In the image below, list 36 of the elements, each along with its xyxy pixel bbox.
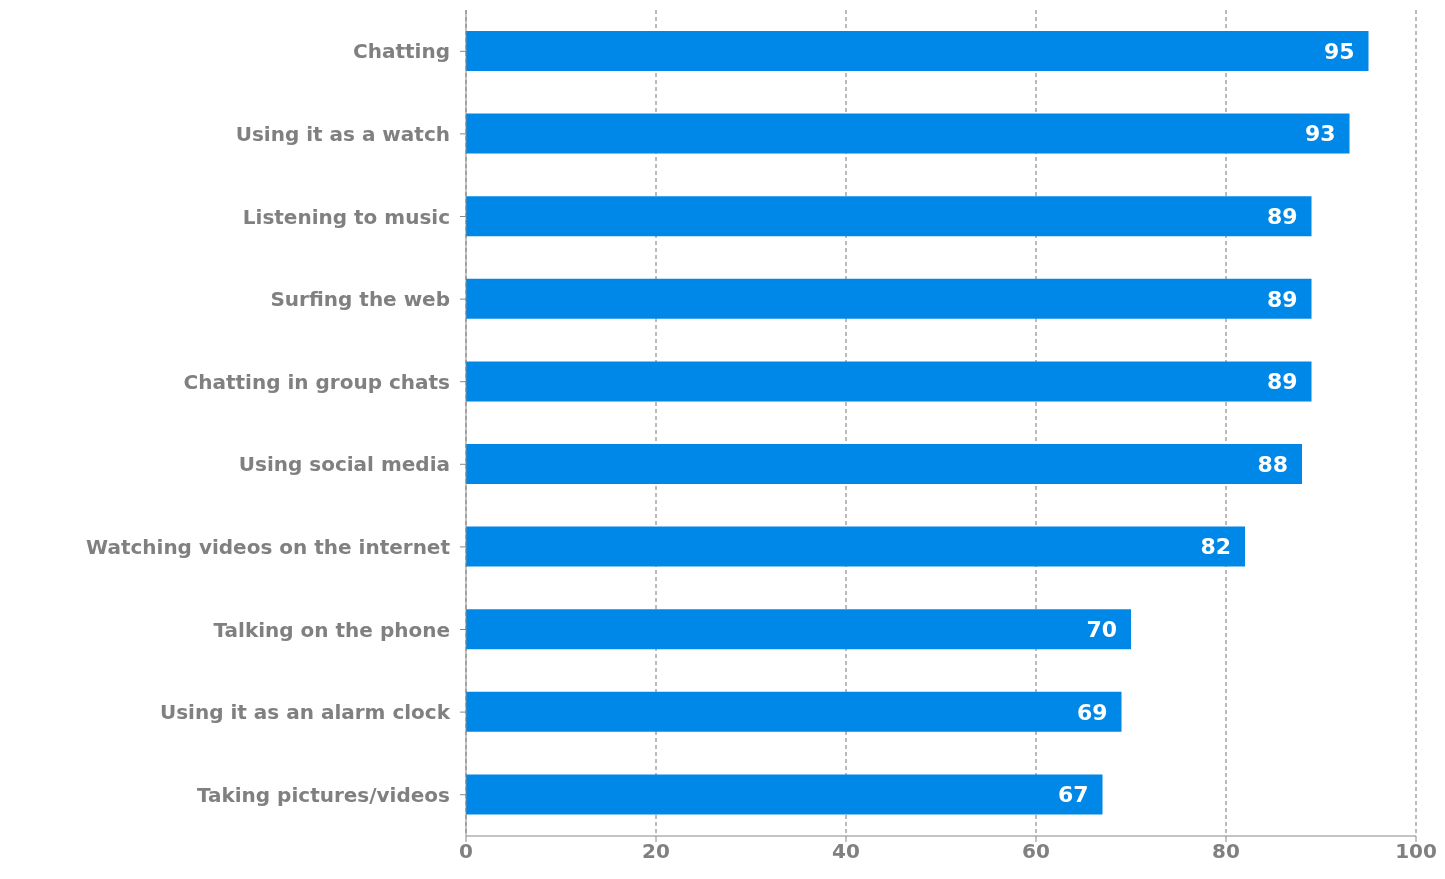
y-tick-label: Talking on the phone [213,617,450,642]
data-label: 89 [1266,369,1298,395]
data-label: 95 [1323,38,1355,64]
y-tick-label: Surfing the web [270,287,450,312]
y-tick-label: Chatting [353,39,450,64]
y-tick-label: Listening to music [242,204,450,229]
data-label: 89 [1266,204,1298,230]
bar [466,361,1312,402]
bar [466,196,1312,237]
x-tick-label: 80 [1212,839,1240,864]
x-tick-label: 40 [832,839,860,864]
x-tick-label: 0 [459,839,473,864]
bar [466,31,1369,71]
data-label: 82 [1200,534,1231,560]
bar [466,113,1350,154]
bar [466,774,1103,815]
x-tick-label: 20 [642,839,670,864]
data-label: 93 [1304,121,1336,147]
bar [466,609,1131,650]
y-tick-label: Using it as a watch [235,121,450,146]
bar [466,526,1245,567]
y-tick-label: Using social media [238,452,450,477]
y-tick-label: Watching videos on the internet [86,534,451,559]
bar [466,691,1122,732]
x-tick-label: 60 [1022,839,1050,864]
data-label: 70 [1086,617,1117,643]
y-tick-label: Using it as an alarm clock [159,700,451,725]
y-tick-label: Taking pictures/videos [196,782,450,807]
data-label: 89 [1266,286,1298,312]
data-label: 69 [1076,699,1108,725]
data-label: 88 [1257,451,1288,477]
x-tick-label: 100 [1395,839,1437,864]
y-tick-label: Chatting in group chats [183,369,450,394]
bar [466,444,1302,484]
bar [466,278,1312,319]
data-label: 67 [1057,782,1089,808]
